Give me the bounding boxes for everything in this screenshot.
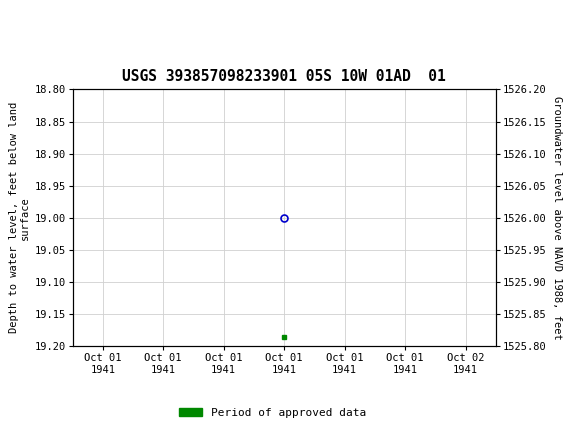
Y-axis label: Groundwater level above NAVD 1988, feet: Groundwater level above NAVD 1988, feet bbox=[552, 96, 562, 340]
Legend: Period of approved data: Period of approved data bbox=[175, 403, 370, 422]
Y-axis label: Depth to water level, feet below land
surface: Depth to water level, feet below land su… bbox=[9, 102, 30, 333]
Text: USGS: USGS bbox=[32, 11, 88, 29]
Title: USGS 393857098233901 05S 10W 01AD  01: USGS 393857098233901 05S 10W 01AD 01 bbox=[122, 69, 446, 84]
